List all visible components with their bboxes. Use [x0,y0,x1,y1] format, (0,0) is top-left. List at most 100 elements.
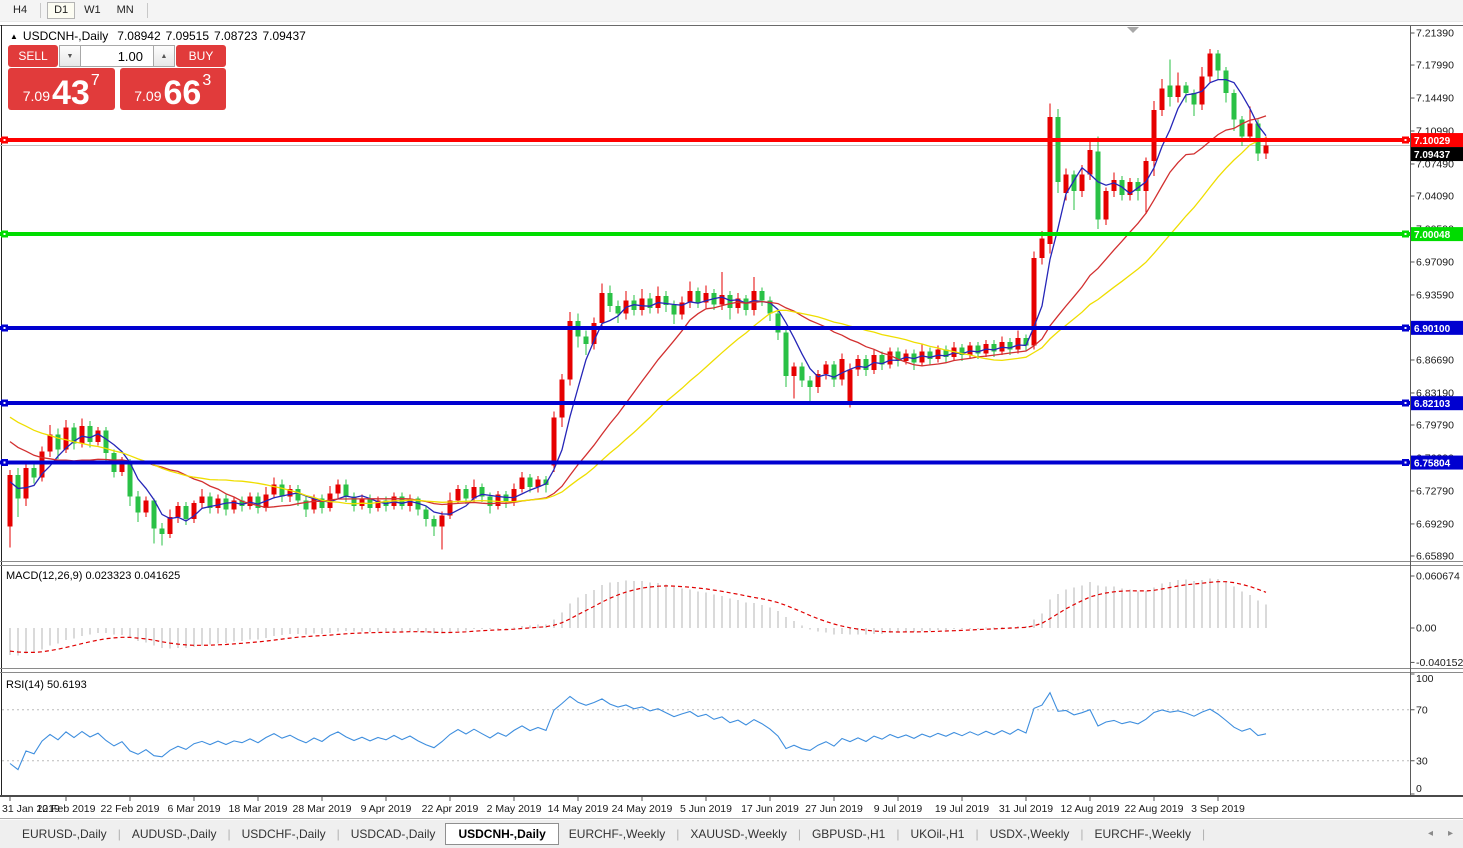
candle [1103,191,1109,220]
candle [311,498,317,510]
tab-divider: | [975,826,979,841]
chart-tab-xauusd-weekly[interactable]: XAUUSD-,Weekly [690,826,787,841]
candle [727,294,733,309]
candle [1263,145,1269,154]
hline-7.00048 [0,232,1410,237]
tabs-scroll-right-icon[interactable]: ▸ [1447,828,1453,839]
timeframe-button-w1[interactable]: W1 [77,2,108,19]
chart-tab-usdcad-daily[interactable]: USDCAD-,Daily [350,826,436,841]
candle [607,292,613,307]
chart-tab-gbpusd-h1[interactable]: GBPUSD-,H1 [811,826,886,841]
candle [775,313,781,333]
buy-price-prefix: 7.09 [134,88,162,104]
volume-input[interactable] [81,45,153,67]
svg-text:7.10029: 7.10029 [1414,136,1451,147]
tab-divider: | [797,826,801,841]
candle [863,358,869,371]
candle [895,351,901,361]
candle [479,487,485,497]
candle [167,517,173,535]
chart-tab-eurchf-weekly[interactable]: EURCHF-,Weekly [568,826,666,841]
chart-tab-usdchf-daily[interactable]: USDCHF-,Daily [241,826,326,841]
candle [719,294,725,305]
timeframe-button-h4[interactable]: H4 [6,2,34,19]
sell-price-prefix: 7.09 [22,88,50,104]
candle [1183,85,1189,94]
svg-text:3 Sep 2019: 3 Sep 2019 [1191,803,1245,815]
candle [799,366,805,381]
sell-button[interactable]: SELL [8,45,58,67]
toolbar-divider [146,3,148,18]
hline-7.10029 [0,138,1410,143]
candle [335,484,341,494]
svg-text:0: 0 [1416,783,1422,795]
candle [591,323,597,344]
candle [535,479,541,488]
buy-button[interactable]: BUY [176,45,226,67]
symbol-name: USDCNH-,Daily [22,29,109,43]
chart-tab-audusd-daily[interactable]: AUDUSD-,Daily [131,826,217,841]
svg-text:6.86690: 6.86690 [1416,354,1454,366]
candle [223,498,229,510]
timeframe-button-d1[interactable]: D1 [47,2,76,19]
chart-tab-eurchf-weekly[interactable]: EURCHF-,Weekly [1094,826,1191,841]
candle [279,484,285,497]
ohlc-low: 7.08723 [214,29,258,43]
candle [159,528,165,535]
tabs-scroll: ◂ ▸ [1428,819,1453,848]
candle [423,509,429,520]
volume-decrease-button[interactable]: ▼ [59,45,81,67]
ohlc-open: 7.08942 [117,29,161,43]
candle [647,298,653,309]
chart-tab-eurusd-daily[interactable]: EURUSD-,Daily [22,826,107,841]
candle [1247,123,1253,137]
tabs-scroll-left-icon[interactable]: ◂ [1427,828,1433,839]
svg-text:31 Jul 2019: 31 Jul 2019 [999,803,1053,815]
svg-text:12 Aug 2019: 12 Aug 2019 [1061,803,1120,815]
candle [1215,53,1221,71]
tab-divider: | [227,826,231,841]
candle [407,498,413,506]
candle [1055,116,1061,182]
svg-text:2 May 2019: 2 May 2019 [487,803,542,815]
candle [1135,181,1141,192]
candle [87,425,93,442]
candle [1207,53,1213,77]
chart-tab-usdx-weekly[interactable]: USDX-,Weekly [989,826,1070,841]
chart-tab-usdcnh-daily[interactable]: USDCNH-,Daily [445,822,559,845]
tab-divider: | [336,826,340,841]
chart-shift-marker-icon[interactable] [1127,27,1139,33]
candle [431,519,437,527]
candle [47,434,53,452]
toolbar-divider [40,3,42,18]
candle [207,496,213,508]
hlines-layer[interactable] [0,136,1410,467]
candle [791,366,797,376]
collapse-panel-icon[interactable]: ▲ [10,31,18,41]
candle [503,494,509,503]
candles-layer [7,48,1269,550]
timeframe-button-mn[interactable]: MN [110,2,141,19]
volume-increase-button[interactable]: ▲ [153,45,175,67]
candle [135,496,141,513]
svg-text:70: 70 [1416,704,1428,716]
candle [511,488,517,503]
candle [839,358,845,380]
candle [7,474,13,527]
sell-price-sup: 7 [90,72,100,89]
buy-price-display[interactable]: 7.09 66 3 [119,68,226,110]
sell-price-display[interactable]: 7.09 43 7 [8,68,115,110]
sell-price-big: 43 [52,74,90,113]
svg-text:7.04090: 7.04090 [1416,191,1454,203]
candle [255,496,261,508]
candle [215,498,221,508]
ma-18-line [9,115,1267,509]
candle [551,417,557,466]
rsi-panel [2,691,1410,771]
candle [1031,258,1037,346]
rsi-line [9,691,1267,771]
price-chart[interactable]: 7.213907.179907.144907.109907.074907.040… [0,24,1463,818]
chart-tab-ukoil-h1[interactable]: UKOil-,H1 [910,826,965,841]
